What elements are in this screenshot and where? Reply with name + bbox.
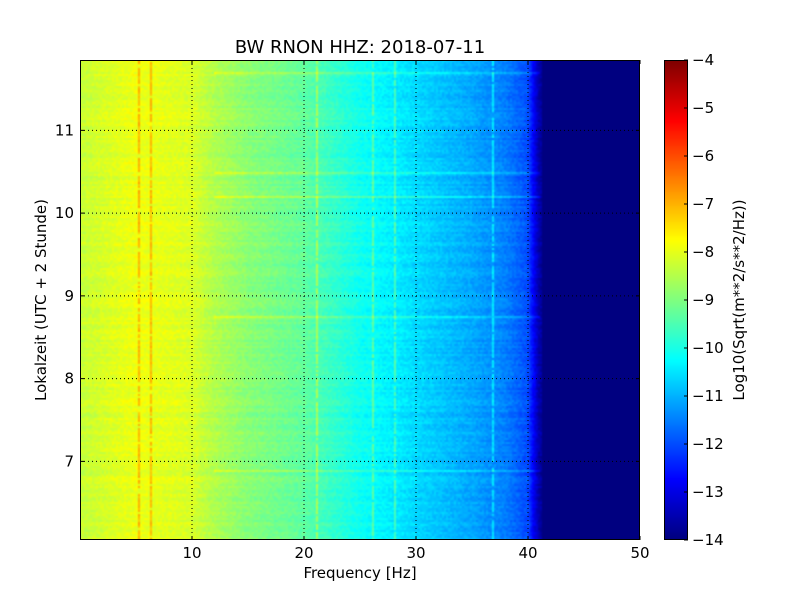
x-axis-ticks: 10 20 30 40 50: [182, 60, 650, 562]
colorbar-tick-label: −8: [692, 243, 714, 261]
y-tick-label: 11: [55, 121, 74, 139]
x-tick-label: 50: [630, 544, 649, 562]
chart-title: BW RNON HHZ: 2018-07-11: [235, 37, 485, 58]
colorbar-tick-label: −6: [692, 147, 714, 165]
x-tick-label: 10: [182, 544, 201, 562]
y-tick-label: 7: [64, 452, 74, 470]
plot-frame: [80, 60, 640, 540]
colorbar-tick-label: −14: [692, 531, 724, 549]
y-tick-label: 8: [64, 370, 74, 388]
y-axis-label: Lokalzeit (UTC + 2 Stunde): [32, 199, 50, 401]
colorbar-tick-label: −13: [692, 483, 724, 501]
colorbar-tick-label: −7: [692, 195, 714, 213]
x-tick-label: 40: [518, 544, 537, 562]
y-tick-label: 9: [64, 287, 74, 305]
y-tick-label: 10: [55, 204, 74, 222]
colorbar-tick-label: −12: [692, 435, 724, 453]
colorbar-tick-label: −10: [692, 339, 724, 357]
y-axis-ticks: 7 8 9 10 11: [55, 121, 640, 470]
colorbar-ticks: −4 −5 −6 −7 −8 −9 −10 −11 −12 −13 −14: [684, 51, 724, 549]
colorbar-tick-label: −9: [692, 291, 714, 309]
x-axis-label: Frequency [Hz]: [303, 564, 416, 582]
colorbar: −4 −5 −6 −7 −8 −9 −10 −11 −12 −13 −14: [664, 51, 724, 549]
x-tick-label: 30: [406, 544, 425, 562]
colorbar-tick-label: −4: [692, 51, 714, 69]
colorbar-tick-label: −5: [692, 99, 714, 117]
colorbar-tick-label: −11: [692, 387, 724, 405]
x-tick-label: 20: [294, 544, 313, 562]
grid-lines: [80, 60, 640, 540]
heatmap-image: [80, 60, 640, 540]
colorbar-label: Log10(Sqrt(m**2/s**2/Hz)): [730, 199, 748, 400]
